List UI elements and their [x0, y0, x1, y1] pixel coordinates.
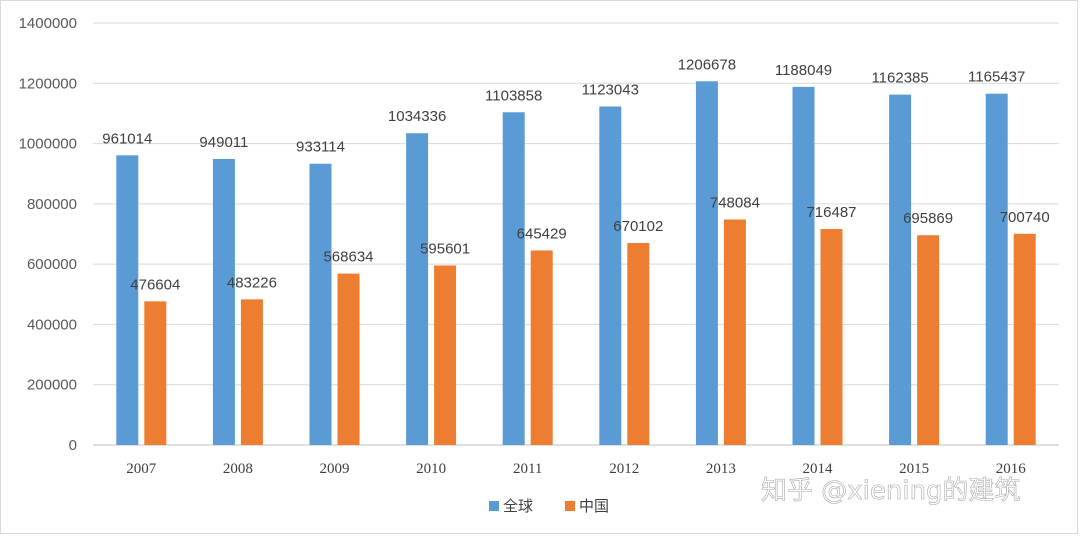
data-label: 568634	[323, 249, 373, 266]
data-label: 1034336	[388, 108, 446, 125]
bar-china	[1013, 233, 1036, 445]
bar-china	[627, 243, 650, 445]
y-tick-label: 200000	[27, 377, 77, 394]
data-label: 695869	[903, 210, 953, 227]
data-label: 1162385	[871, 70, 928, 87]
data-label: 483226	[227, 274, 277, 291]
bar-global	[695, 81, 718, 446]
bar-global	[116, 155, 139, 445]
x-tick-label: 2015	[899, 461, 929, 477]
x-tick-label: 2012	[609, 461, 639, 477]
bar-global	[985, 93, 1008, 446]
bar-global	[889, 94, 912, 445]
bar-china	[723, 219, 746, 445]
y-tick-label: 600000	[27, 256, 77, 273]
data-label: 748084	[710, 195, 760, 212]
bar-global	[212, 158, 235, 445]
legend-swatch-global	[489, 501, 499, 511]
data-label: 645429	[517, 225, 567, 242]
data-label: 700740	[1000, 209, 1050, 226]
bar-global	[792, 86, 815, 445]
bar-china	[434, 265, 457, 445]
bar-china	[917, 235, 940, 445]
x-tick-label: 2010	[416, 461, 446, 477]
data-label: 716487	[806, 204, 856, 221]
data-label: 1103858	[485, 87, 542, 104]
data-label: 949011	[199, 134, 248, 151]
data-label: 1123043	[582, 81, 639, 98]
data-label: 1206678	[678, 56, 736, 73]
y-tick-label: 1400000	[19, 15, 77, 32]
bar-global	[406, 133, 429, 446]
data-label: 595601	[420, 240, 470, 257]
y-tick-label: 1000000	[19, 136, 77, 153]
x-tick-label: 2011	[513, 461, 542, 477]
bar-china	[530, 250, 553, 445]
bar-global	[502, 112, 525, 446]
bar-global	[309, 163, 332, 445]
x-tick-label: 2007	[126, 461, 157, 477]
x-tick-label: 2014	[803, 461, 834, 477]
bar-china	[820, 229, 843, 445]
bar-china	[240, 299, 263, 445]
x-tick-label: 2009	[320, 461, 350, 477]
legend-label: 中国	[579, 497, 609, 515]
x-tick-label: 2008	[223, 461, 253, 477]
data-label: 961014	[102, 130, 152, 147]
y-tick-label: 800000	[27, 196, 77, 213]
data-label: 933114	[296, 139, 345, 156]
x-tick-label: 2013	[706, 461, 736, 477]
bar-global	[599, 106, 622, 445]
data-label: 1188049	[775, 62, 832, 79]
data-label: 476604	[130, 276, 180, 293]
legend-label: 全球	[503, 497, 533, 515]
legend-swatch-china	[565, 501, 575, 511]
data-label: 1165437	[968, 69, 1025, 86]
y-tick-label: 0	[69, 437, 77, 454]
y-tick-label: 400000	[27, 316, 77, 333]
bar-china	[144, 301, 167, 445]
data-label: 670102	[613, 218, 663, 235]
x-tick-label: 2016	[996, 461, 1027, 477]
bar-china	[337, 273, 360, 445]
y-tick-label: 1200000	[19, 75, 77, 92]
watermark: 知乎 @xiening的建筑	[761, 476, 1021, 506]
